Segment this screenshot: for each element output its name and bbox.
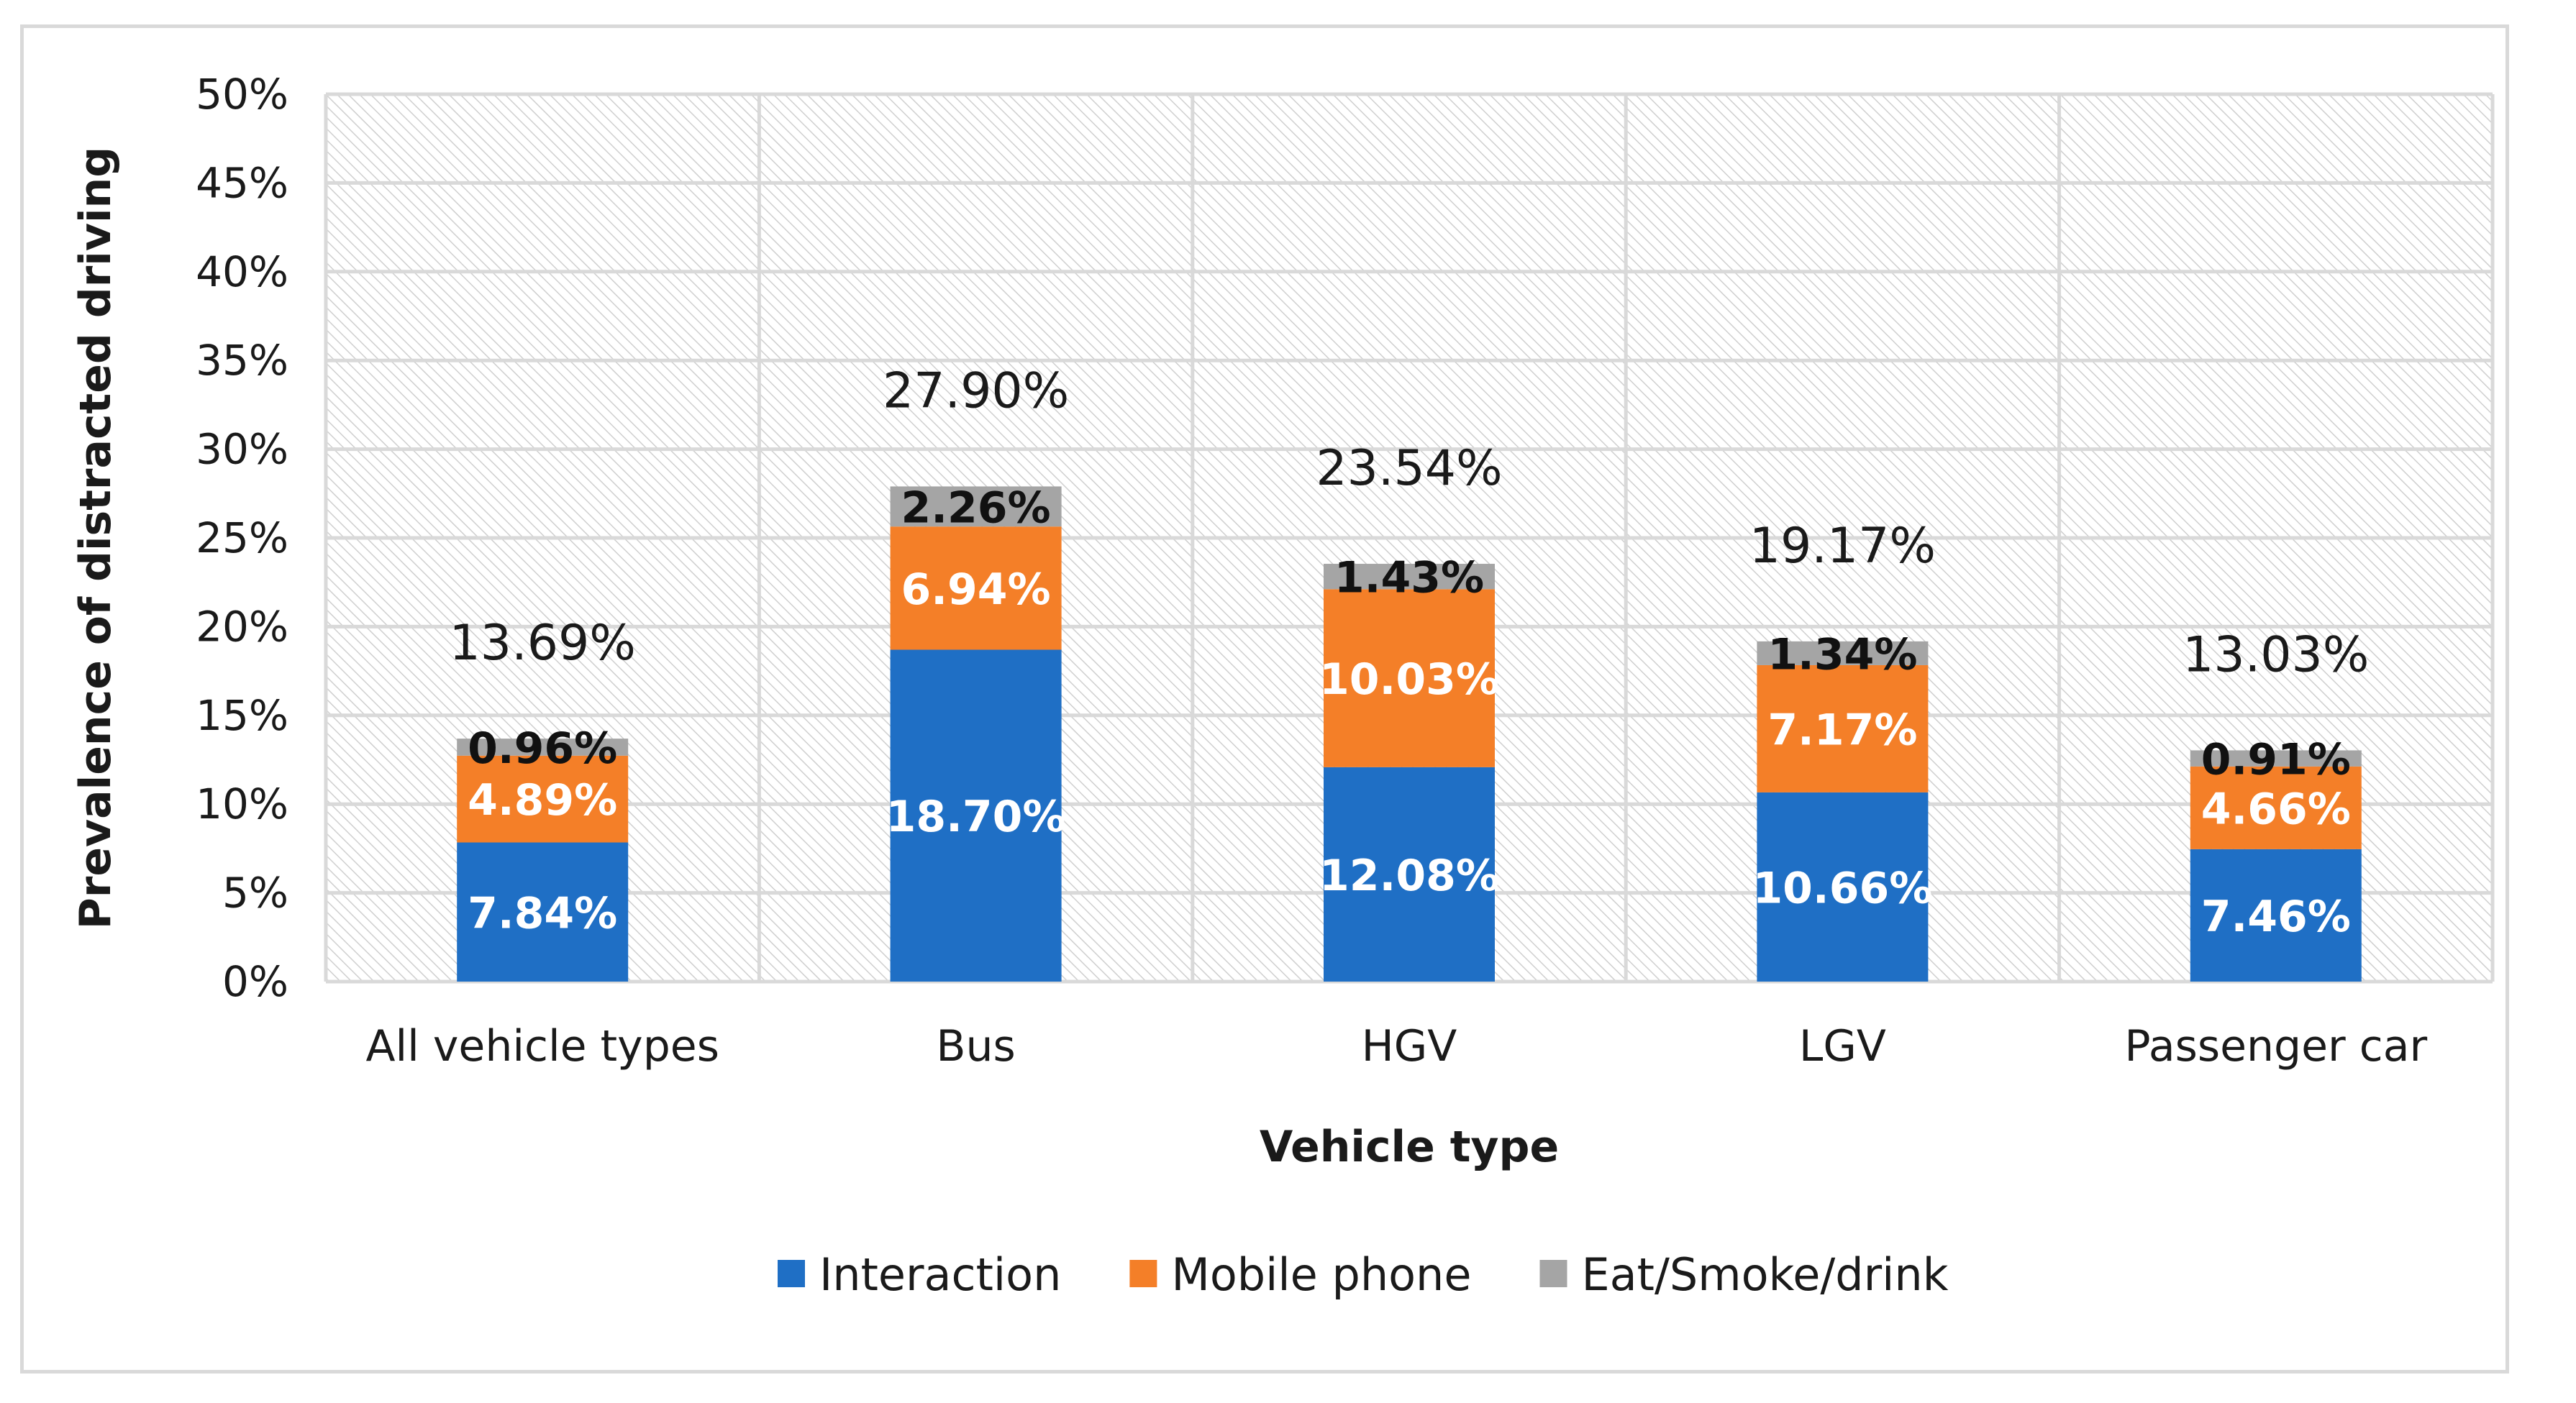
bar-segment xyxy=(2190,766,2362,849)
bar-segment xyxy=(1757,641,1929,665)
bar-segment xyxy=(2190,849,2362,982)
data-label: 1.43% xyxy=(1334,553,1484,603)
data-label: 6.94% xyxy=(901,565,1051,615)
bar-segment xyxy=(1757,664,1929,792)
bar-group: 7.84% 4.89%0.96% 13.69% xyxy=(450,615,636,982)
data-label: 7.84% xyxy=(468,888,617,938)
bar-segment xyxy=(890,486,1062,527)
x-category-label: All vehicle types xyxy=(365,1021,719,1071)
data-label: 4.89% xyxy=(468,775,617,826)
y-tick-label: 5% xyxy=(222,869,288,918)
bar-group: 12.08% 10.03% 1.43% 23.54% xyxy=(1316,440,1503,982)
bar-segment xyxy=(890,526,1062,650)
legend: Interaction Mobile phone Eat/Smoke/drink xyxy=(778,1248,1949,1301)
legend-item: Eat/Smoke/drink xyxy=(1539,1248,1949,1301)
x-category-label: Passenger car xyxy=(2124,1021,2427,1071)
y-tick-label: 35% xyxy=(196,336,288,385)
chart-frame: 0% 5% 10% 15% 20% 25% 30% 35% 40% 45% 50% 7.84% 4.8… xyxy=(20,24,2509,1374)
x-category-label: Bus xyxy=(936,1021,1015,1071)
y-tick-label: 45% xyxy=(196,158,288,207)
data-label: 7.46% xyxy=(2201,892,2351,942)
stacked-bar-chart: 0% 5% 10% 15% 20% 25% 30% 35% 40% 45% 50% 7.84% 4.8… xyxy=(70,70,2495,1301)
data-label: 1.34% xyxy=(1767,629,1917,680)
bar-group: 7.46% 4.66%0.91% 13.03% xyxy=(2183,626,2369,982)
legend-item: Interaction xyxy=(778,1248,1061,1301)
bar-segment xyxy=(457,755,629,843)
legend-item: Mobile phone xyxy=(1129,1248,1471,1301)
legend-label: Eat/Smoke/drink xyxy=(1581,1248,1948,1301)
data-label: 10.03% xyxy=(1319,654,1499,705)
y-tick-label: 40% xyxy=(196,247,288,296)
legend-swatch xyxy=(1539,1260,1567,1287)
y-tick-label: 20% xyxy=(196,602,288,651)
bar-segment xyxy=(1324,589,1495,767)
y-axis-ticks: 0% 5% 10% 15% 20% 25% 30% 35% 40% 45% 50% xyxy=(196,70,288,1006)
total-label: 13.03% xyxy=(2183,626,2369,683)
y-tick-label: 50% xyxy=(196,70,288,119)
y-tick-label: 30% xyxy=(196,425,288,474)
bar-segment xyxy=(457,739,629,756)
total-label: 23.54% xyxy=(1316,440,1502,497)
bar-group: 18.70% 6.94% 2.26% 27.90% xyxy=(883,362,1069,982)
x-category-label: HGV xyxy=(1362,1021,1457,1071)
bar-segment xyxy=(1324,564,1495,590)
legend-swatch xyxy=(778,1260,805,1287)
y-axis-title: Prevalence of distracted driving xyxy=(70,147,121,929)
bar-segment xyxy=(890,649,1062,982)
data-label: 4.66% xyxy=(2201,784,2351,834)
legend-label: Interaction xyxy=(819,1248,1061,1301)
bar-group: 10.66% 7.17% 1.34% 19.17% xyxy=(1749,518,1936,982)
total-label: 27.90% xyxy=(883,362,1069,419)
data-label: 0.96% xyxy=(468,723,617,774)
bar-segment xyxy=(457,842,629,982)
data-label: 18.70% xyxy=(886,792,1066,842)
data-label: 12.08% xyxy=(1319,851,1499,901)
y-tick-label: 15% xyxy=(196,691,288,740)
total-label: 19.17% xyxy=(1749,518,1936,575)
data-label: 2.26% xyxy=(901,483,1051,533)
bar-segment xyxy=(2190,750,2362,767)
x-category-label: LGV xyxy=(1799,1021,1886,1071)
total-label: 13.69% xyxy=(450,615,636,672)
x-axis-categories: All vehicle types Bus HGV LGV Passenger car xyxy=(365,1021,2427,1071)
x-axis-title: Vehicle type xyxy=(1260,1122,1559,1172)
data-label: 10.66% xyxy=(1752,863,1932,913)
legend-swatch xyxy=(1129,1260,1157,1287)
data-label: 0.91% xyxy=(2201,735,2351,785)
bar-segment xyxy=(1324,767,1495,982)
y-tick-label: 10% xyxy=(196,780,288,828)
bars: 7.84% 4.89%0.96% 13.69% 18.70% 6.94% 2.26% 27.… xyxy=(450,362,2369,982)
data-label: 7.17% xyxy=(1767,705,1917,755)
bar-segment xyxy=(1757,792,1929,982)
y-tick-label: 0% xyxy=(222,957,288,1006)
legend-label: Mobile phone xyxy=(1171,1248,1471,1301)
y-tick-label: 25% xyxy=(196,513,288,562)
